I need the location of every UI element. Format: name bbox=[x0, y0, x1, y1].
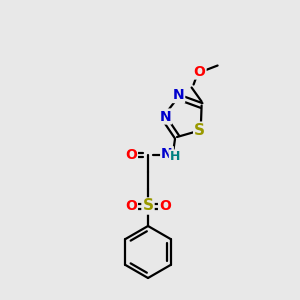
Text: O: O bbox=[159, 199, 171, 213]
Text: H: H bbox=[170, 151, 180, 164]
Text: N: N bbox=[161, 147, 173, 161]
Text: O: O bbox=[194, 64, 206, 79]
Text: S: S bbox=[194, 123, 205, 138]
Text: N: N bbox=[172, 88, 184, 102]
Text: O: O bbox=[125, 199, 137, 213]
Text: O: O bbox=[125, 148, 137, 162]
Text: S: S bbox=[142, 199, 154, 214]
Text: N: N bbox=[159, 110, 171, 124]
